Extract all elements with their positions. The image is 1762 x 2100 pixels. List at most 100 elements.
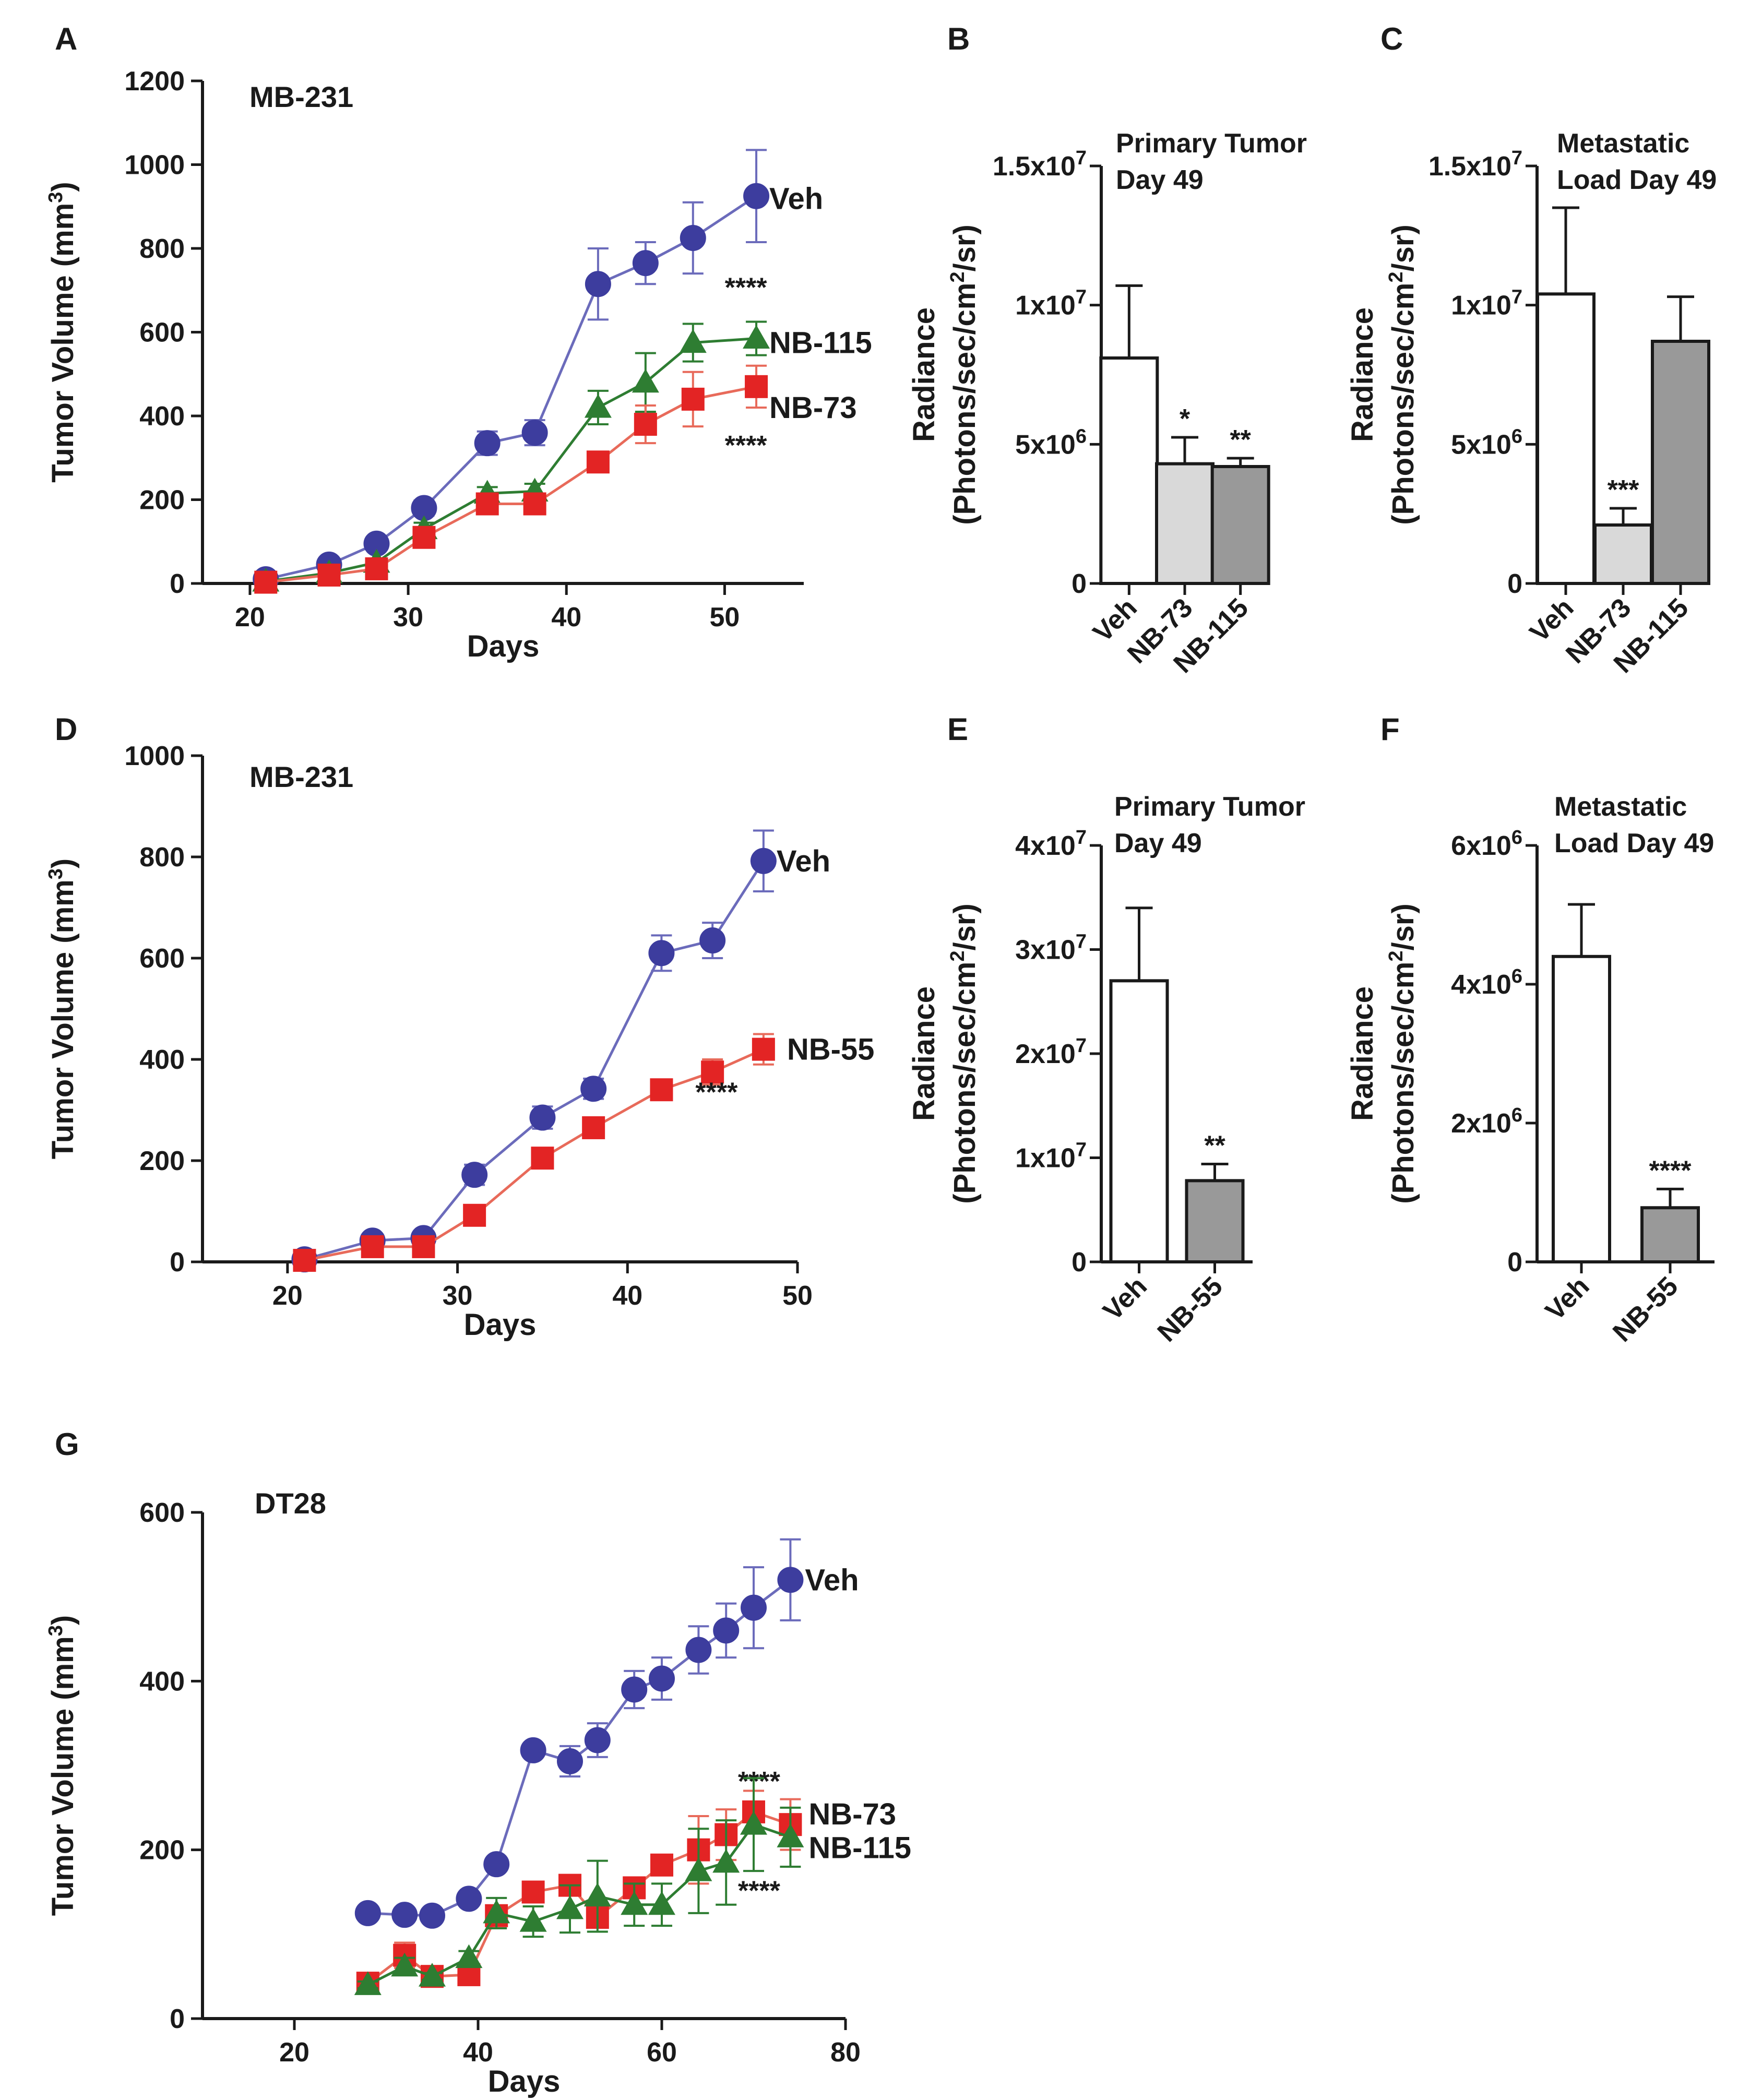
x-tick-label: 50 xyxy=(782,1281,813,1311)
y-tick-label: 1x107 xyxy=(1015,287,1087,321)
data-point xyxy=(699,927,726,954)
x-tick-label: 40 xyxy=(612,1281,642,1311)
y-tick-label: 200 xyxy=(139,485,185,516)
data-point xyxy=(777,1567,804,1593)
x-tick-label: 30 xyxy=(443,1281,473,1311)
y-tick-label: 1.5x107 xyxy=(1428,147,1522,182)
chart-title: Load Day 49 xyxy=(1557,165,1717,195)
y-axis-title-units: (Photons/sec/cm2/sr) xyxy=(947,224,982,525)
data-point xyxy=(293,1249,316,1272)
significance-stars: ** xyxy=(1204,1130,1225,1161)
y-tick-label: 600 xyxy=(139,1498,185,1528)
data-point xyxy=(713,1617,740,1644)
data-point xyxy=(419,1963,446,1987)
chart-title: Day 49 xyxy=(1116,165,1204,195)
category-label: Veh xyxy=(1540,1271,1595,1326)
series-label: Veh xyxy=(805,1563,859,1597)
y-tick-label: 1200 xyxy=(124,66,185,97)
significance-stars: *** xyxy=(1608,475,1639,505)
x-tick-label: 40 xyxy=(551,602,581,633)
y-axis-title: Radiance xyxy=(1346,307,1379,442)
data-point xyxy=(354,1900,381,1926)
data-point xyxy=(685,1637,712,1663)
data-point xyxy=(521,420,548,446)
significance-stars: **** xyxy=(725,273,768,303)
panel-D-letter: D xyxy=(55,712,77,747)
panel-F: F 0 2x106 4x106 6x106 Metastatic Load Day 49 Ra… xyxy=(1346,712,1715,1348)
data-point xyxy=(584,393,612,418)
series-line xyxy=(265,195,757,581)
data-point xyxy=(586,450,610,474)
series-label: NB-73 xyxy=(808,1797,896,1831)
data-point xyxy=(456,1886,482,1912)
category-label: Veh xyxy=(1098,1271,1153,1326)
y-tick-label: 400 xyxy=(139,1045,185,1075)
x-axis-title: Days xyxy=(467,629,540,663)
chart-title: Metastatic xyxy=(1554,792,1687,822)
data-point xyxy=(621,1891,648,1915)
panel-G: G 0 200 400 600 20 40 60 80 Days Tumor Volume (mm3… xyxy=(45,1427,911,2098)
y-tick-label: 1000 xyxy=(124,150,185,181)
y-tick-label: 3x107 xyxy=(1015,931,1087,965)
panel-B: B 0 5x106 1x107 1.5x107 Primary Tumor Day 49 Ra… xyxy=(907,21,1307,679)
data-point xyxy=(648,940,675,967)
y-tick-label: 0 xyxy=(1072,569,1087,599)
data-point xyxy=(463,1203,486,1227)
y-tick-label: 0 xyxy=(170,2004,185,2034)
data-point xyxy=(461,1162,488,1188)
data-point xyxy=(455,1944,483,1968)
data-point xyxy=(582,1116,605,1139)
y-tick-label: 0 xyxy=(170,1247,185,1278)
y-tick-label: 1000 xyxy=(124,741,185,771)
data-point xyxy=(648,1891,675,1915)
data-point xyxy=(391,1952,419,1977)
chart-title: Load Day 49 xyxy=(1554,828,1714,858)
data-point xyxy=(632,250,659,277)
significance-stars: **** xyxy=(695,1078,738,1108)
data-point xyxy=(701,1060,724,1084)
y-tick-label: 0 xyxy=(1072,1247,1087,1278)
x-axis-title: Days xyxy=(464,1308,537,1342)
series-Veh: Veh xyxy=(354,1538,859,1929)
inset-label: DT28 xyxy=(255,1487,326,1520)
x-tick-label: 20 xyxy=(235,602,265,633)
y-tick-label: 800 xyxy=(139,234,185,264)
series-line xyxy=(265,385,757,584)
data-point xyxy=(520,1737,546,1763)
y-tick-label: 400 xyxy=(139,401,185,432)
category-label: NB-55 xyxy=(1607,1271,1684,1347)
data-point xyxy=(649,1665,675,1692)
y-tick-label: 400 xyxy=(139,1666,185,1697)
data-point xyxy=(634,413,657,436)
bar-Veh xyxy=(1099,356,1159,585)
y-axis-title-units: (Photons/sec/cm2/sr) xyxy=(1385,224,1420,525)
panel-A-letter: A xyxy=(55,21,77,56)
data-point xyxy=(557,1748,583,1774)
data-point xyxy=(685,1857,712,1881)
y-axis-title: Tumor Volume (mm3) xyxy=(45,858,80,1159)
data-point xyxy=(679,329,707,353)
data-point xyxy=(650,1853,673,1877)
y-tick-label: 2x106 xyxy=(1451,1104,1522,1139)
data-point xyxy=(412,1235,435,1258)
data-point xyxy=(681,387,705,411)
data-point xyxy=(745,375,768,398)
series-NB-115: NB-115 **** xyxy=(354,1777,911,1995)
data-point xyxy=(354,1971,382,1995)
data-point xyxy=(584,1882,611,1907)
x-tick-label: 20 xyxy=(272,1281,303,1311)
data-point xyxy=(650,1078,673,1102)
data-point xyxy=(743,325,770,349)
y-tick-label: 2x107 xyxy=(1015,1035,1087,1069)
data-point xyxy=(580,1076,607,1102)
y-axis-title-units: (Photons/sec/cm2/sr) xyxy=(947,903,982,1204)
y-tick-label: 1x107 xyxy=(1451,287,1522,321)
data-point xyxy=(475,492,499,516)
chart-title: Metastatic xyxy=(1557,128,1689,159)
data-point xyxy=(474,430,501,457)
x-tick-label: 60 xyxy=(647,2037,677,2068)
data-point xyxy=(584,1727,611,1753)
chart-title: Primary Tumor xyxy=(1114,792,1305,822)
series-label: Veh xyxy=(769,182,823,216)
